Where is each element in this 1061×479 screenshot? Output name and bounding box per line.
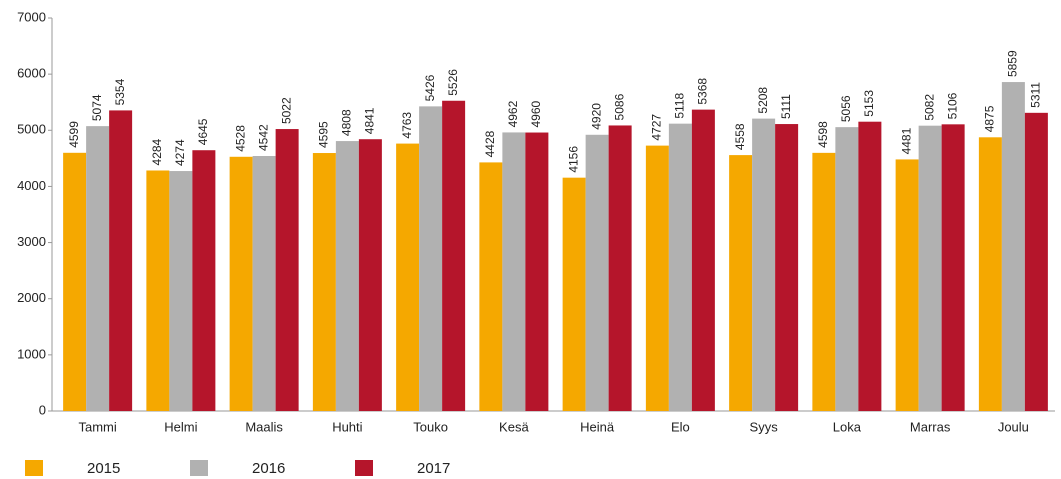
bar — [396, 143, 420, 412]
value-label: 5022 — [279, 97, 293, 124]
value-label: 4960 — [529, 101, 543, 128]
bar — [645, 145, 669, 411]
value-label: 4599 — [67, 121, 81, 148]
value-label: 5526 — [446, 69, 460, 96]
value-label: 5082 — [922, 94, 936, 121]
y-tick-label: 0 — [39, 402, 46, 417]
value-label: 5368 — [696, 78, 710, 105]
bar — [562, 177, 586, 411]
value-label: 5086 — [612, 93, 626, 120]
bar — [1024, 112, 1048, 411]
x-tick-label: Helmi — [164, 419, 197, 434]
bar — [752, 118, 776, 411]
value-label: 5118 — [673, 93, 687, 119]
bar — [835, 127, 859, 411]
value-label: 4763 — [400, 112, 414, 139]
bar — [525, 132, 549, 411]
x-tick-label: Marras — [910, 419, 951, 434]
value-label: 4808 — [340, 109, 354, 136]
bar — [275, 129, 299, 411]
bar — [358, 139, 382, 411]
value-label: 5208 — [756, 87, 770, 114]
x-tick-label: Kesä — [499, 419, 529, 434]
value-label: 4428 — [483, 130, 497, 157]
bar — [895, 159, 919, 411]
bar — [1001, 82, 1025, 412]
value-label: 5074 — [90, 94, 104, 121]
bar — [442, 100, 466, 411]
bar — [775, 124, 799, 411]
bar — [812, 152, 836, 411]
value-label: 5111 — [779, 94, 793, 119]
value-label: 4841 — [363, 107, 377, 134]
x-tick-label: Loka — [833, 419, 862, 434]
value-label: 5354 — [113, 78, 127, 105]
bar — [192, 150, 216, 411]
x-tick-label: Touko — [413, 419, 448, 434]
x-tick-label: Huhti — [332, 419, 362, 434]
legend-label: 2017 — [417, 460, 450, 477]
value-label: 4962 — [506, 100, 520, 127]
bar — [585, 134, 609, 411]
bar — [109, 110, 133, 412]
value-label: 4595 — [317, 121, 331, 148]
bar — [941, 124, 965, 412]
value-label: 4284 — [150, 138, 164, 165]
value-label: 4528 — [233, 125, 247, 152]
value-label: 5153 — [862, 90, 876, 117]
x-tick-label: Joulu — [998, 419, 1029, 434]
value-label: 4598 — [816, 121, 830, 148]
value-label: 5311 — [1029, 82, 1043, 108]
bar — [729, 155, 753, 411]
bar — [63, 152, 87, 411]
bar — [146, 170, 170, 411]
bar — [691, 109, 715, 411]
x-tick-label: Syys — [750, 419, 779, 434]
bar — [502, 132, 526, 412]
value-label: 5859 — [1006, 50, 1020, 77]
value-label: 4481 — [899, 127, 913, 154]
value-label: 4875 — [983, 105, 997, 132]
bar — [335, 141, 359, 412]
y-tick-label: 3000 — [17, 234, 46, 249]
x-tick-label: Heinä — [580, 419, 615, 434]
value-label: 4920 — [589, 103, 603, 130]
legend-swatch — [355, 460, 373, 476]
x-tick-label: Tammi — [78, 419, 116, 434]
value-label: 4156 — [566, 146, 580, 173]
bar — [252, 155, 276, 411]
value-label: 4542 — [256, 124, 270, 151]
value-label: 4558 — [733, 123, 747, 150]
bar — [858, 121, 882, 411]
bar — [668, 123, 692, 411]
y-tick-label: 6000 — [17, 66, 46, 81]
value-label: 5426 — [423, 74, 437, 101]
value-label: 5056 — [839, 95, 853, 122]
bar — [479, 162, 503, 411]
x-tick-label: Maalis — [245, 419, 283, 434]
bar — [86, 126, 110, 412]
legend-swatch — [25, 460, 43, 476]
y-tick-label: 4000 — [17, 178, 46, 193]
legend-label: 2016 — [252, 460, 285, 477]
legend-label: 2015 — [87, 460, 120, 477]
bar — [419, 106, 443, 411]
y-tick-label: 7000 — [17, 9, 46, 24]
x-tick-label: Elo — [671, 419, 690, 434]
bar — [918, 125, 942, 411]
y-tick-label: 2000 — [17, 290, 46, 305]
bar — [229, 156, 253, 411]
bar — [169, 171, 193, 411]
y-tick-label: 1000 — [17, 346, 46, 361]
value-label: 4645 — [196, 118, 210, 145]
y-tick-label: 5000 — [17, 122, 46, 137]
bar — [608, 125, 632, 411]
value-label: 5106 — [945, 92, 959, 119]
value-label: 4274 — [173, 139, 187, 166]
bar — [312, 153, 336, 412]
value-label: 4727 — [650, 114, 664, 141]
legend-swatch — [190, 460, 208, 476]
bar — [978, 137, 1002, 411]
